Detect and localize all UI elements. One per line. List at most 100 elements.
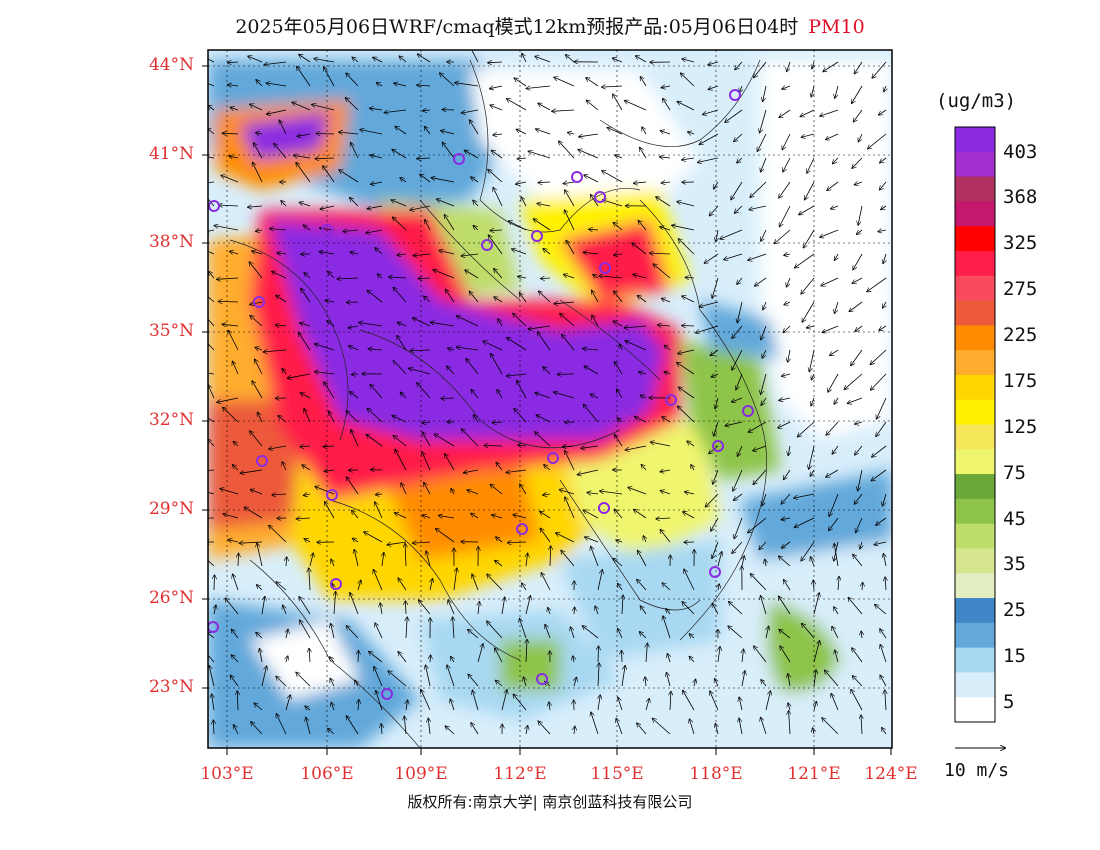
wind-vector [802, 624, 815, 639]
wind-vector [574, 727, 575, 735]
wind-vector [512, 249, 527, 255]
wind-vector [230, 675, 239, 687]
colorbar-segment [955, 176, 995, 202]
wind-vector [717, 552, 722, 567]
wind-vector [441, 131, 455, 135]
wind-vector [431, 322, 455, 327]
wind-vector [315, 487, 335, 495]
wind-vector [739, 718, 743, 735]
wind-vector [554, 302, 575, 304]
wind-vector [405, 601, 406, 615]
wind-vector [682, 158, 695, 160]
wind-vector [349, 346, 359, 351]
wind-vector [518, 277, 527, 279]
wind-vector [400, 178, 407, 183]
wind-vector [231, 655, 239, 663]
wind-vector [487, 621, 503, 639]
wind-vector [261, 666, 267, 687]
wind-vector [358, 580, 361, 591]
wind-vector [852, 157, 863, 168]
wind-vector [696, 325, 719, 333]
wind-vector [250, 316, 263, 327]
wind-vector [583, 349, 599, 350]
wind-vector [801, 541, 815, 561]
wind-vector [598, 695, 600, 711]
wind-vector [848, 397, 863, 403]
wind-vector [586, 78, 599, 87]
wind-vector [855, 182, 863, 185]
wind-vector [548, 608, 550, 615]
lon-label: 118°E [689, 764, 743, 784]
wind-vector [734, 133, 743, 141]
wind-vector [507, 99, 527, 111]
wind-vector [625, 341, 647, 351]
wind-vector [451, 657, 454, 663]
wind-vector [234, 442, 239, 447]
wind-vector [779, 630, 791, 639]
wind-vector [471, 177, 479, 183]
wind-vector [496, 681, 503, 687]
wind-vector [579, 133, 599, 137]
wind-vector [779, 181, 791, 198]
wind-vector [350, 593, 359, 615]
wind-vector [328, 272, 335, 279]
wind-vector [765, 691, 770, 711]
pollutant-label: PM10 [808, 16, 865, 38]
wind-vector [540, 528, 551, 543]
wind-vector [488, 62, 503, 63]
wind-vector [472, 691, 479, 711]
wind-vector [470, 292, 479, 303]
wind-vector [640, 77, 647, 87]
wind-vector [424, 296, 431, 303]
wind-vector [497, 390, 503, 399]
wind-vector [761, 718, 767, 735]
wind-vector [331, 559, 334, 567]
wind-vector [814, 670, 816, 687]
wind-vector [401, 483, 407, 495]
wind-vector [782, 133, 791, 150]
wind-vector [578, 150, 599, 159]
wind-vector [370, 155, 383, 158]
wind-vector [309, 553, 313, 567]
wind-vector [832, 445, 839, 454]
wind-vector [208, 632, 215, 639]
wind-vector [782, 374, 791, 376]
wind-vector [583, 252, 599, 254]
wind-vector [653, 264, 671, 279]
wind-vector [823, 61, 839, 72]
wind-vector [431, 178, 455, 183]
wind-vector [682, 296, 695, 303]
colorbar-frame [954, 126, 996, 723]
wind-vector [780, 205, 791, 227]
wind-vector [233, 362, 239, 375]
wind-vector [683, 691, 695, 711]
wind-vector [565, 190, 575, 207]
wind-vector [711, 517, 719, 531]
wind-vector [762, 493, 767, 506]
wind-vector [375, 623, 383, 639]
wind-vector [488, 170, 503, 183]
wind-vector [634, 182, 647, 183]
wind-vector [810, 469, 814, 476]
wind-vector [607, 128, 623, 135]
wind-vector [632, 243, 647, 255]
wind-vector [312, 105, 335, 111]
colorbar-label: 225 [1003, 324, 1038, 346]
wind-vector [279, 120, 287, 135]
wind-vector [492, 515, 503, 519]
wind-vector [255, 347, 263, 350]
wind-vector [615, 435, 623, 447]
wind-vector [526, 640, 527, 663]
wind-vector [305, 706, 311, 710]
wind-vector [496, 463, 503, 471]
wind-vector [854, 109, 863, 122]
wind-vector [388, 671, 407, 687]
wind-vector [783, 325, 791, 333]
wind-vector [574, 678, 576, 687]
wind-vector [301, 393, 311, 399]
wind-vector [462, 429, 479, 447]
lat-label: 35°N [148, 321, 194, 341]
wind-vector [687, 441, 695, 447]
wind-vector [528, 151, 551, 159]
wind-vector [878, 230, 887, 232]
